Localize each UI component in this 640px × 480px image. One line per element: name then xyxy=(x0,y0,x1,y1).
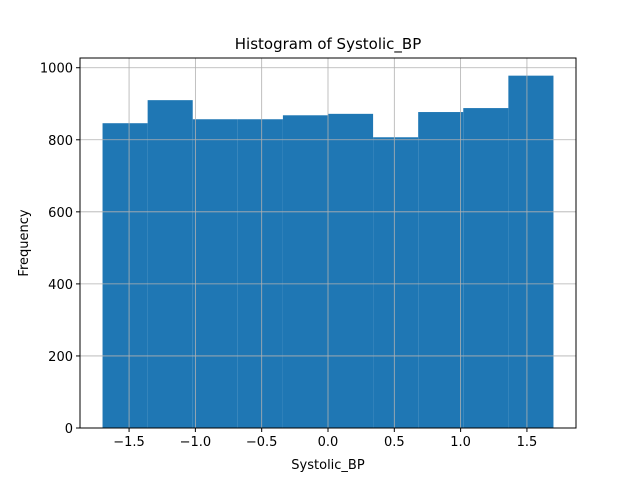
y-tick-label-1: 200 xyxy=(48,350,73,365)
x-axis-ticks: −1.5 −1.0 −0.5 0.0 0.5 1.0 1.5 xyxy=(113,428,537,450)
y-tick-label-0: 0 xyxy=(65,422,73,437)
x-axis-label: Systolic_BP xyxy=(291,458,365,473)
y-tick-label-3: 600 xyxy=(48,206,73,221)
x-tick-label-3: 0.0 xyxy=(318,435,339,450)
histogram-bar-6 xyxy=(373,137,419,428)
histogram-bar-8 xyxy=(463,108,509,429)
histogram-bar-2 xyxy=(192,119,238,429)
histogram-bar-0 xyxy=(102,123,148,428)
x-tick-label-4: 0.5 xyxy=(384,435,405,450)
y-axis-ticks: 0 200 400 600 800 1000 xyxy=(40,62,80,437)
chart-title: Histogram of Systolic_BP xyxy=(235,35,422,54)
y-tick-label-4: 800 xyxy=(48,134,73,149)
histogram-bar-3 xyxy=(237,119,283,429)
histogram-bars xyxy=(102,75,554,429)
x-tick-label-6: 1.5 xyxy=(517,435,538,450)
y-tick-label-5: 1000 xyxy=(40,62,73,77)
histogram-bar-9 xyxy=(508,75,554,429)
x-tick-label-5: 1.0 xyxy=(450,435,471,450)
x-tick-label-1: −1.0 xyxy=(180,435,212,450)
y-tick-label-2: 400 xyxy=(48,278,73,293)
histogram-bar-4 xyxy=(282,115,328,428)
x-tick-label-2: −0.5 xyxy=(246,435,278,450)
x-tick-label-0: −1.5 xyxy=(113,435,145,450)
histogram-bar-7 xyxy=(418,112,464,428)
histogram-bar-5 xyxy=(328,113,374,429)
histogram-bar-1 xyxy=(147,100,193,428)
y-axis-label: Frequency xyxy=(17,209,32,276)
